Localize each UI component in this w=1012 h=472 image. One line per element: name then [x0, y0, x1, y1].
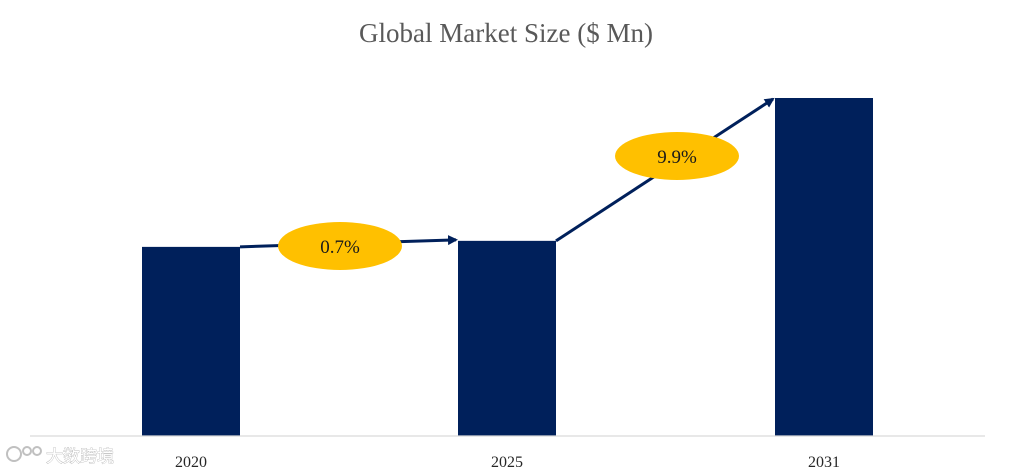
x-tick-label: 2031	[808, 454, 840, 471]
cagr-bubble	[278, 222, 402, 270]
cagr-label: 9.9%	[657, 147, 697, 168]
bar-2031	[775, 98, 873, 436]
x-tick-label: 2020	[175, 454, 207, 471]
watermark-text: 大数跨境	[46, 447, 114, 467]
logo-icon	[6, 446, 42, 462]
x-tick-label: 2025	[491, 454, 523, 471]
bar-2025	[458, 240, 556, 436]
cagr-label: 0.7%	[320, 237, 360, 258]
cagr-bubble	[615, 132, 739, 180]
watermark: 大数跨境	[6, 446, 114, 467]
chart-title: Global Market Size ($ Mn)	[359, 18, 653, 48]
plot-area: 2020 2025 2031 0.7% 9.9%	[142, 97, 873, 471]
bar-2020	[142, 246, 240, 436]
